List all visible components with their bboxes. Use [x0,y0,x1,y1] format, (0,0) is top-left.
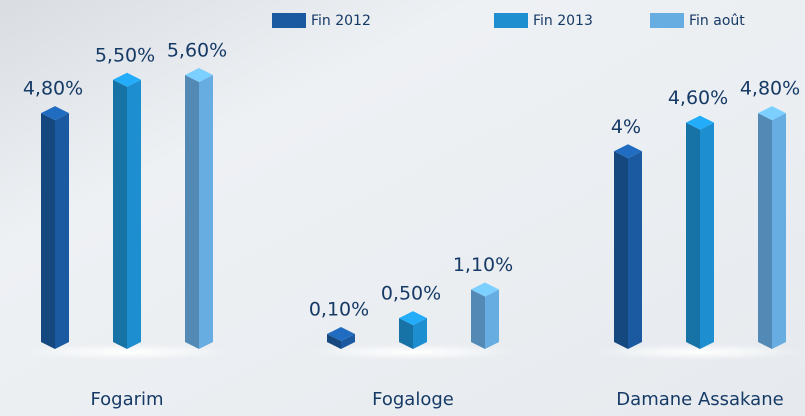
bar-face [327,334,341,349]
value-label: 4,80% [23,78,83,100]
value-label: 4,80% [740,78,800,100]
bar-face [127,79,141,350]
bar-top [758,106,786,121]
x-tick-label: Fogarim [90,389,163,410]
bar-face [686,122,700,349]
bar-face [413,318,427,349]
bar [758,106,786,350]
bar-top [327,327,355,341]
legend-swatch [494,13,528,28]
value-label: 1,10% [453,254,513,276]
bar-top [614,144,642,159]
value-label: 0,50% [381,283,441,305]
legend-label: Fin 2012 [311,13,371,29]
bar-face [614,151,628,349]
legend-swatch [650,13,684,28]
bar [185,68,213,349]
bar-face [113,79,127,350]
value-label: 5,60% [167,40,227,62]
bar-top [471,282,499,297]
bar-face [758,113,772,350]
bar-face [700,122,714,349]
bar-face [772,113,786,350]
bar-face [471,289,485,349]
legend-label: Fin 2013 [533,13,593,29]
bar [41,106,69,350]
bar [113,72,141,350]
bar [614,144,642,349]
legend-swatch [272,13,306,28]
bar [471,282,499,349]
value-label: 4% [611,116,641,138]
bar-face [185,75,199,349]
bar [399,311,427,349]
bar-face [199,75,213,349]
bar-top [113,72,141,87]
bar-top [185,68,213,82]
bar [686,115,714,349]
value-label: 0,10% [309,299,369,321]
value-label: 4,60% [668,87,728,109]
bar-face [628,151,642,349]
x-tick-label: Fogaloge [372,389,454,410]
bar-top [41,106,69,121]
bar-top [686,115,714,130]
bar-base [22,344,232,360]
bar-base [308,344,518,360]
value-label: 5,50% [95,44,155,66]
bar-face [341,334,355,349]
bar-base [595,344,805,360]
x-tick-label: Damane Assakane [616,389,783,410]
bar-face [41,113,55,350]
bar-face [55,113,69,350]
bar-face [399,318,413,349]
legend-label: Fin août [689,13,745,29]
bar [327,327,355,349]
bar-face [485,289,499,349]
bar-top [399,311,427,326]
